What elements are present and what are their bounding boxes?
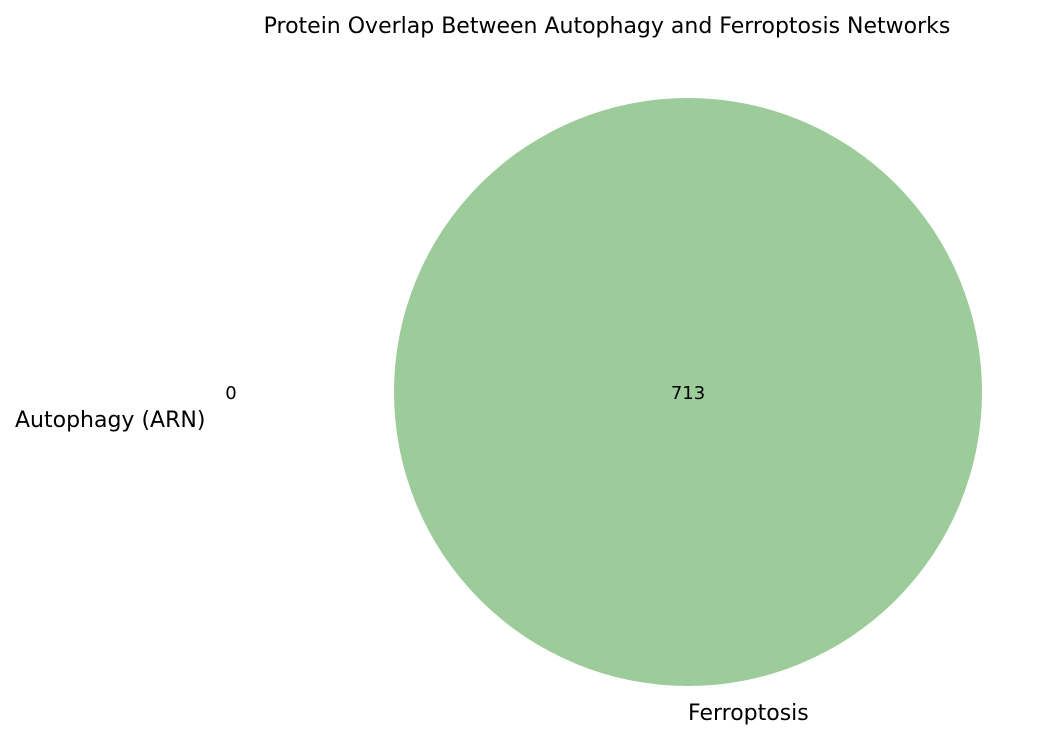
ferroptosis-set-label: Ferroptosis (688, 701, 809, 726)
chart-title: Protein Overlap Between Autophagy and Fe… (264, 14, 951, 39)
autophagy-only-count: 0 (225, 383, 236, 404)
autophagy-set-label: Autophagy (ARN) (15, 408, 205, 433)
ferroptosis-circle (394, 98, 982, 686)
ferroptosis-only-count: 713 (671, 383, 705, 404)
